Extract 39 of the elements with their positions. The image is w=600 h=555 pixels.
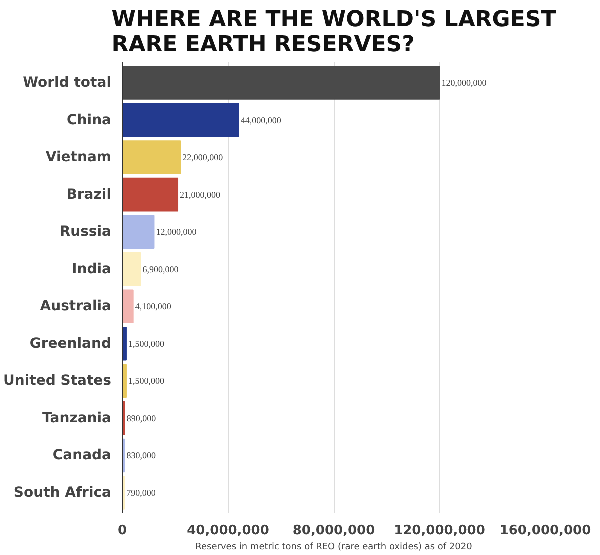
y-tick-label: South Africa (14, 485, 112, 501)
x-tick-label: 80,000,000 (292, 524, 376, 538)
bar (122, 327, 127, 361)
chart-title: WHERE ARE THE WORLD'S LARGEST RARE EARTH RESERVES? (112, 8, 556, 58)
bar (122, 215, 155, 249)
data-label: 890,000 (126, 413, 157, 424)
y-tick-label: Brazil (66, 186, 112, 203)
bar (122, 178, 179, 212)
data-label: 4,100,000 (135, 302, 172, 312)
data-label: 22,000,000 (182, 152, 224, 163)
y-tick-label: World total (23, 75, 112, 91)
data-label: 120,000,000 (442, 78, 488, 88)
y-tick-label: Vietnam (46, 150, 112, 166)
bar (122, 252, 142, 286)
x-tick-label: 160,000,000 (500, 524, 592, 538)
y-tick-label: China (67, 112, 112, 128)
y-tick-label: Australia (40, 298, 112, 315)
data-label: 12,000,000 (156, 227, 198, 238)
x-tick-label: 120,000,000 (394, 524, 486, 538)
data-label: 1,500,000 (128, 376, 165, 386)
data-label: 1,500,000 (128, 338, 165, 349)
bar (122, 103, 240, 138)
x-axis-title: Reserves in metric tons of REO (rare earth oxides) as of 2020 (196, 542, 473, 552)
y-tick-label: United States (4, 373, 112, 390)
y-tick-label: India (72, 261, 112, 278)
bar (122, 66, 440, 100)
y-tick-label: Russia (60, 224, 112, 240)
bar (122, 140, 182, 174)
y-tick-label: Tanzania (42, 410, 112, 426)
data-label: 21,000,000 (180, 190, 222, 200)
bar (122, 290, 134, 324)
data-label: 6,900,000 (142, 264, 180, 274)
x-tick-label: 40,000,000 (187, 524, 270, 538)
data-label: 790,000 (126, 488, 156, 498)
y-tick-label: Greenland (30, 336, 112, 352)
data-label: 44,000,000 (240, 115, 282, 126)
y-tick-label: Canada (52, 448, 112, 464)
x-tick-label: 0 (118, 524, 128, 538)
data-label: 830,000 (126, 450, 156, 461)
